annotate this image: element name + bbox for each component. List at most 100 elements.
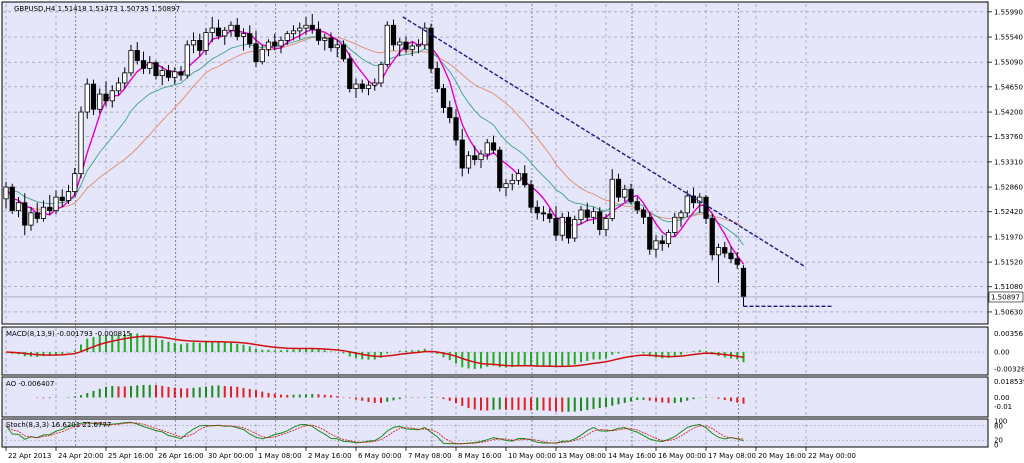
candle-bull [378, 64, 384, 84]
time-tick-label: 14 May 16:00 [608, 452, 656, 460]
candle-bull [40, 206, 47, 219]
candle-bear [447, 107, 453, 119]
candle-bear [722, 247, 728, 254]
ao-tick-label: -0.01 [994, 403, 1012, 411]
candle-bull [159, 70, 165, 77]
candle-bull [190, 39, 197, 46]
candle-bull [484, 142, 490, 155]
candle-bull [278, 39, 284, 47]
candle-bull [3, 186, 9, 200]
time-tick-label: 30 Apr 00:00 [208, 452, 254, 460]
time-tick-label: 8 May 16:00 [458, 452, 502, 460]
price-tick-label: 1.50630 [994, 308, 1023, 316]
price-tick-label: 1.53760 [994, 133, 1023, 141]
candle-bull [653, 240, 659, 250]
candle-bull [365, 84, 372, 89]
candle-bull [184, 44, 190, 76]
candle-bear [359, 83, 365, 89]
candle-bear [215, 27, 222, 37]
candle-bull [122, 72, 128, 84]
candle-bull [15, 202, 22, 211]
candle-bear [584, 209, 590, 218]
candle-bear [390, 24, 397, 46]
candle-bull [397, 41, 403, 46]
price-tick-label: 1.55990 [994, 8, 1023, 16]
price-tick-label: 1.52860 [994, 184, 1023, 192]
candle-bull [28, 212, 34, 226]
candle-bull [715, 247, 722, 256]
candle-bull [678, 212, 684, 218]
candle-bull [409, 45, 415, 50]
candle-bear [709, 218, 715, 256]
ma-medium-line [5, 36, 744, 246]
candle-bull [478, 153, 484, 161]
candle-bull [97, 93, 103, 110]
candle-bear [47, 206, 53, 211]
candle-bull [228, 24, 234, 31]
time-tick-label: 13 May 08:00 [558, 452, 606, 460]
macd-tick-label: 0.00 [994, 349, 1010, 357]
candle-bear [734, 258, 740, 265]
candle-bear [540, 212, 547, 215]
candle-bull [684, 195, 690, 214]
stoch-tick-label: 20 [994, 437, 1003, 445]
candle-bear [434, 67, 440, 89]
candle-bear [328, 37, 334, 49]
candle-bear [59, 196, 65, 201]
price-tick-label: 1.55540 [994, 34, 1023, 42]
price-tick-label: 1.51970 [994, 233, 1023, 241]
candle-bull [609, 178, 615, 219]
candle-bull [515, 173, 522, 181]
candle-bear [472, 155, 478, 161]
candle-bear [728, 252, 734, 260]
current-price-label: 1.50897 [991, 293, 1020, 301]
current-price-box [988, 291, 1024, 303]
candle-bull [465, 155, 472, 169]
ao-panel [1, 376, 989, 418]
candle-bear [497, 149, 503, 189]
stoch-k-line [5, 421, 744, 445]
candle-bull [322, 37, 328, 41]
candle-bull [334, 44, 340, 49]
candle-bull [240, 33, 247, 37]
candle-bull [603, 218, 609, 231]
candle-bull [422, 27, 428, 46]
macd-title: MACD(8,13,9) -0.001793 -0.000815 [6, 330, 131, 338]
candle-bull [572, 219, 578, 239]
axes: 1.55990 1.55540 1.55090 1.54650 1.54200 1.537… [2, 8, 1024, 460]
candle-bear [165, 70, 172, 78]
candle-bull [303, 24, 309, 29]
candle-bear [272, 41, 278, 47]
time-tick-label: 20 May 16:00 [758, 452, 806, 460]
price-tick-label: 1.52420 [994, 208, 1023, 216]
candle-bull [672, 216, 678, 233]
candle-bear [440, 88, 447, 108]
candle-bull [384, 24, 390, 65]
candle-bull [65, 191, 72, 201]
candle-bull [72, 173, 78, 192]
candle-bear [528, 184, 534, 208]
candle-bear [178, 71, 184, 76]
candle-bull [622, 188, 628, 198]
price-tick-label: 1.54200 [994, 109, 1023, 117]
macd-panel [1, 326, 989, 376]
candle-bull [578, 209, 584, 220]
time-tick-label: 22 Apr 2013 [8, 452, 51, 460]
price-tick-label: 1.51080 [994, 283, 1023, 291]
candle-bull [147, 62, 153, 69]
time-tick-label: 26 Apr 16:00 [158, 452, 204, 460]
time-tick-label: 2 May 16:00 [308, 452, 352, 460]
stoch-title: Stoch(8,3,3) 16.6201 21.6777 [6, 421, 111, 429]
candle-bull [53, 196, 59, 211]
price-tick-label: 1.53310 [994, 158, 1023, 166]
time-tick-label: 16 May 00:00 [658, 452, 706, 460]
price-tick-label: 1.54650 [994, 83, 1023, 91]
candle-bear [490, 142, 497, 151]
stoch-tick-label: 80 [994, 422, 1003, 430]
candle-bull [84, 83, 90, 113]
candle-bear [347, 58, 353, 89]
candle-bull [78, 111, 84, 175]
candle-bear [140, 60, 147, 69]
candle-bear [315, 28, 322, 41]
